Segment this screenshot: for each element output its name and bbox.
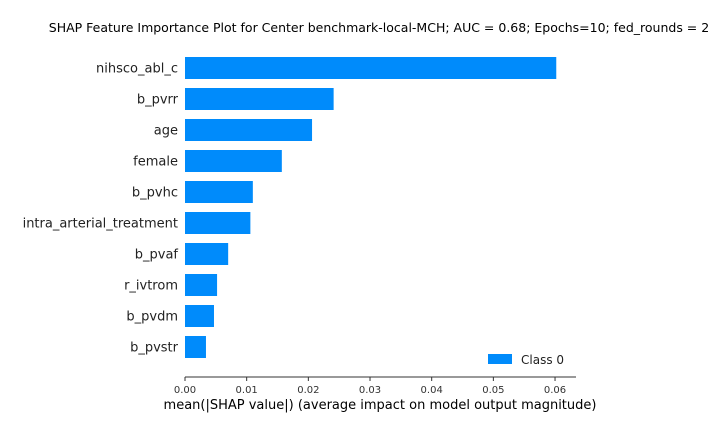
chart-title: SHAP Feature Importance Plot for Center … bbox=[49, 20, 709, 35]
feature-label-b-pvstr: b_pvstr bbox=[130, 341, 179, 356]
x-tick-label-2: 0.02 bbox=[297, 385, 319, 396]
legend: Class 0 bbox=[488, 353, 564, 367]
bar-b-pvstr bbox=[185, 336, 206, 358]
bar-r-ivtrom bbox=[185, 274, 218, 296]
feature-label-age: age bbox=[154, 124, 178, 139]
bars-group bbox=[185, 57, 557, 358]
bar-age bbox=[185, 119, 313, 141]
feature-label-nihsco-abl-c: nihsco_abl_c bbox=[96, 62, 178, 77]
legend-swatch-class-0 bbox=[488, 354, 512, 364]
feature-label-b-pvhc: b_pvhc bbox=[132, 186, 178, 201]
x-tick-label-1: 0.01 bbox=[236, 385, 258, 396]
feature-label-intra-arterial-treatment: intra_arterial_treatment bbox=[23, 217, 178, 232]
feature-label-b-pvaf: b_pvaf bbox=[135, 248, 179, 263]
legend-label-class-0: Class 0 bbox=[521, 353, 564, 367]
bar-b-pvdm bbox=[185, 305, 214, 327]
x-axis-label: mean(|SHAP value|) (average impact on mo… bbox=[164, 398, 597, 413]
x-tick-label-3: 0.03 bbox=[359, 385, 381, 396]
bar-nihsco-abl-c bbox=[185, 57, 557, 79]
x-tick-label-6: 0.06 bbox=[544, 385, 566, 396]
feature-label-female: female bbox=[133, 155, 178, 170]
x-ticks-group: 0.00 0.01 0.02 0.03 0.04 0.05 0.06 bbox=[174, 377, 566, 396]
bar-female bbox=[185, 150, 282, 172]
feature-label-b-pvdm: b_pvdm bbox=[126, 310, 178, 325]
x-tick-label-4: 0.04 bbox=[421, 385, 443, 396]
bar-b-pvaf bbox=[185, 243, 229, 265]
feature-label-r-ivtrom: r_ivtrom bbox=[124, 279, 178, 294]
x-tick-label-5: 0.05 bbox=[482, 385, 504, 396]
bar-b-pvrr bbox=[185, 88, 334, 110]
feature-label-b-pvrr: b_pvrr bbox=[137, 93, 179, 108]
bar-b-pvhc bbox=[185, 181, 253, 203]
x-tick-label-0: 0.00 bbox=[174, 385, 196, 396]
bar-intra-arterial-treatment bbox=[185, 212, 251, 234]
